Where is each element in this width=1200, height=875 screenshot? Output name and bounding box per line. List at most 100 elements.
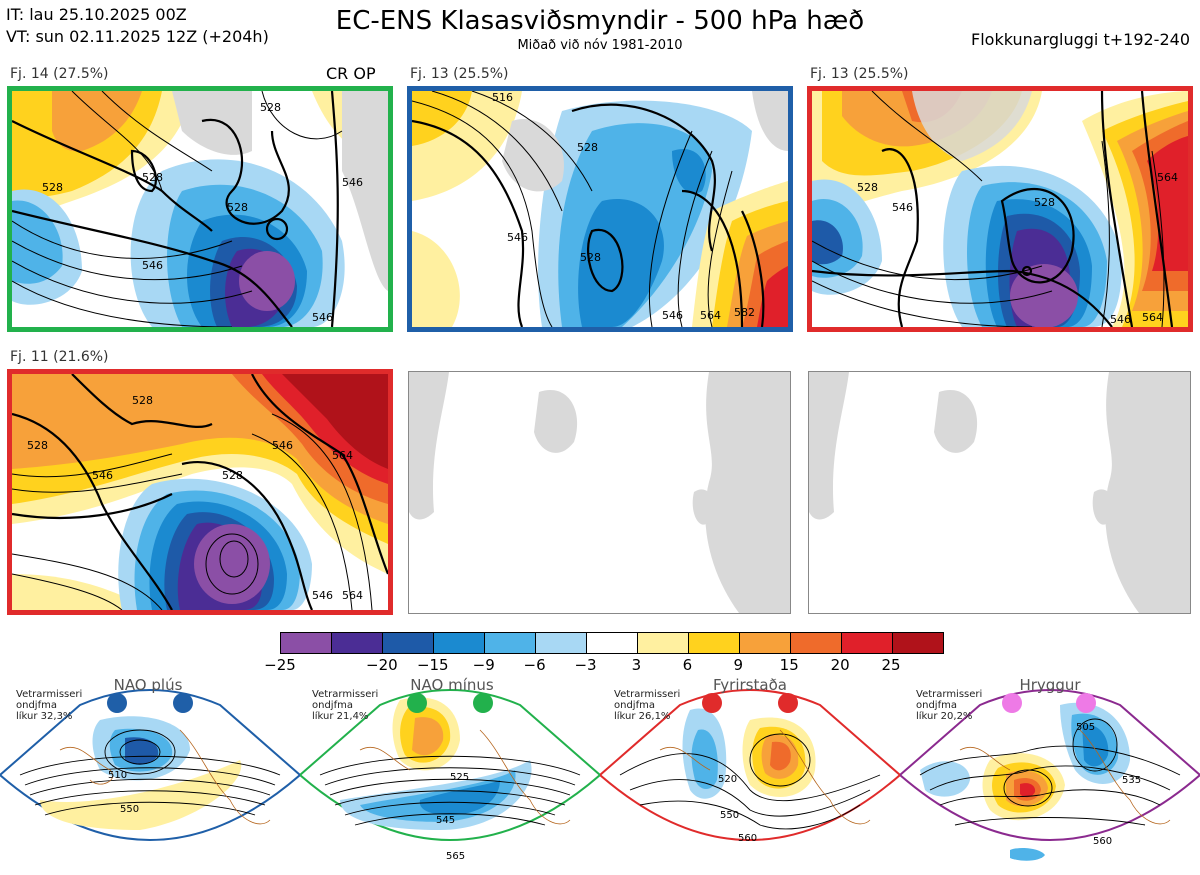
regime-3-dot-right: [778, 693, 798, 713]
regime-contour-label: 565: [446, 851, 465, 862]
regime-1-info: Vetrarmisseri ondjfma líkur 32,3%: [16, 689, 83, 722]
colorbar-tick-label: −9: [472, 656, 495, 674]
regime-contour-label: 510: [108, 770, 127, 781]
contour-label: 528: [857, 181, 878, 194]
empty-map-5: [408, 371, 791, 614]
contour-label: 564: [1157, 171, 1178, 184]
colorbar-tick-label: −25: [264, 656, 296, 674]
regime-1-dot-right: [173, 693, 193, 713]
regime-2-dot-right: [473, 693, 493, 713]
colorbar-tick-label: −6: [523, 656, 546, 674]
contour-label: 546: [892, 201, 913, 214]
regime-1-dot-left: [107, 693, 127, 713]
contour-label: 546: [342, 176, 363, 189]
contour-label: 564: [1142, 311, 1163, 324]
contour-label: 546: [272, 439, 293, 452]
contour-label: 516: [492, 91, 513, 104]
regime-contour-label: 550: [120, 804, 139, 815]
colorbar-tick-label: 3: [631, 656, 642, 674]
classification-window: Flokkunargluggi t+192-240: [971, 30, 1190, 49]
colorbar-tick-label: −20: [366, 656, 398, 674]
colorbar-swatch: [331, 633, 382, 653]
colorbar-swatch: [841, 633, 892, 653]
regime-nao-minus: 525 545 565: [298, 680, 602, 871]
colorbar-swatch: [586, 633, 637, 653]
regime-nao-plus: 510 550: [0, 680, 302, 871]
colorbar-tick-label: 25: [881, 656, 901, 674]
cluster-1-tag: CR OP: [326, 64, 376, 83]
cluster-map-1: 528 528 528 546 546 546 528: [7, 86, 393, 332]
regime-contour-label: 505: [1076, 722, 1095, 733]
contour-label: 528: [260, 101, 281, 114]
contour-label: 546: [142, 259, 163, 272]
regime-blocking: 520 550 560: [598, 680, 902, 871]
regime-2-dot-left: [407, 693, 427, 713]
regime-4-title: Hryggur: [1019, 676, 1081, 694]
contour-label: 546: [1110, 313, 1131, 326]
regime-contour-label: 550: [720, 810, 739, 821]
contour-label: 582: [734, 306, 755, 319]
contour-label: 528: [580, 251, 601, 264]
regime-4-dot-right: [1076, 693, 1096, 713]
contour-label: 528: [42, 181, 63, 194]
colorbar-swatch: [281, 633, 331, 653]
colorbar-tick-label: 6: [682, 656, 693, 674]
regime-4-info: Vetrarmisseri ondjfma líkur 20,2%: [916, 689, 983, 722]
regime-1-title: NAO plús: [113, 676, 183, 694]
contour-label: 564: [332, 449, 353, 462]
regime-3-info: Vetrarmisseri ondjfma líkur 26,1%: [614, 689, 681, 722]
colorbar-swatch: [535, 633, 586, 653]
empty-map-6: [808, 371, 1191, 614]
regime-contour-label: 520: [718, 774, 737, 785]
regime-contour-label: 535: [1122, 775, 1141, 786]
regime-contour-label: 560: [738, 833, 757, 844]
colorbar-swatch: [484, 633, 535, 653]
cluster-2-label: Fj. 13 (25.5%): [410, 66, 509, 82]
contour-label: 528: [132, 394, 153, 407]
regime-3-dot-left: [702, 693, 722, 713]
contour-label: 528: [577, 141, 598, 154]
page-subtitle: Miðað við nóv 1981-2010: [517, 38, 683, 53]
contour-label: 564: [700, 309, 721, 322]
cluster-map-3: 528 546 528 564 546 564: [807, 86, 1193, 332]
cluster-4-label: Fj. 11 (21.6%): [10, 349, 109, 365]
colorbar-swatch: [382, 633, 433, 653]
colorbar-swatch: [688, 633, 739, 653]
colorbar-swatch: [739, 633, 790, 653]
regime-2-title: NAO mínus: [410, 676, 494, 694]
cluster-1-label: Fj. 14 (27.5%): [10, 66, 109, 82]
cluster-3-label: Fj. 13 (25.5%): [810, 66, 909, 82]
contour-label: 528: [27, 439, 48, 452]
contour-label: 528: [222, 469, 243, 482]
regime-contour-label: 560: [1093, 836, 1112, 847]
valid-time: VT: sun 02.11.2025 12Z (+204h): [6, 27, 269, 46]
colorbar-swatch: [790, 633, 841, 653]
colorbar-swatch: [433, 633, 484, 653]
contour-label: 528: [227, 201, 248, 214]
colorbar-swatch: [637, 633, 688, 653]
contour-label: 546: [507, 231, 528, 244]
cluster-map-2: 516 528 546 528 564 546 582: [407, 86, 793, 332]
colorbar-tick-label: 20: [830, 656, 850, 674]
regime-2-info: Vetrarmisseri ondjfma líkur 21,4%: [312, 689, 379, 722]
contour-label: 546: [312, 589, 333, 602]
regime-contour-label: 545: [436, 815, 455, 826]
contour-label: 546: [312, 311, 333, 324]
colorbar: [280, 632, 944, 654]
contour-label: 546: [662, 309, 683, 322]
contour-label: 564: [342, 589, 363, 602]
header-times: IT: lau 25.10.2025 00Z VT: sun 02.11.202…: [6, 4, 269, 48]
colorbar-swatch: [892, 633, 943, 653]
cluster-map-4: 528 546 546 564 528 528 546 564: [7, 369, 393, 615]
colorbar-tick-label: 15: [779, 656, 799, 674]
contour-label: 528: [142, 171, 163, 184]
colorbar-tick-label: −15: [416, 656, 449, 674]
contour-label: 546: [92, 469, 113, 482]
regime-3-title: Fyrirstaða: [713, 676, 787, 694]
colorbar-tick-label: −3: [574, 656, 597, 674]
regime-4-dot-left: [1002, 693, 1022, 713]
page-title: EC-ENS Klasasviðsmyndir - 500 hPa hæð: [335, 6, 865, 36]
colorbar-tick-label: 9: [733, 656, 744, 674]
init-time: IT: lau 25.10.2025 00Z: [6, 5, 187, 24]
contour-label: 528: [1034, 196, 1055, 209]
